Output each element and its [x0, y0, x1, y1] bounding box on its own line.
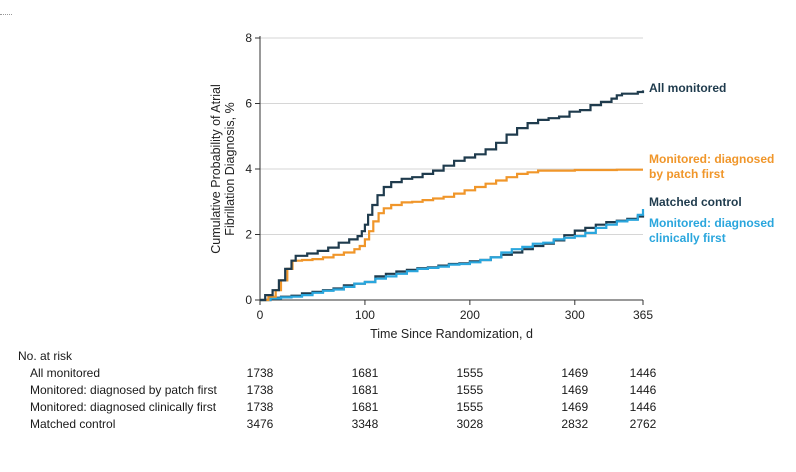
risk-row-all-monitored: All monitored 1738 1681 1555 1469 1446 [18, 365, 718, 382]
y-tick-label: 8 [245, 31, 252, 45]
risk-table-title: No. at risk [18, 349, 73, 363]
label-clinically-first-line-1: Monitored: diagnosed [649, 216, 774, 230]
x-tick-label: 300 [565, 308, 585, 322]
label-patch-first-line-1: Monitored: diagnosed [649, 152, 774, 166]
y-tick-label: 6 [245, 97, 252, 111]
km-chart: 0 2 4 6 8 0 100 200 300 365 Time Since Randomizati… [209, 31, 774, 341]
risk-value: 1681 [351, 366, 379, 380]
risk-value: 3348 [351, 417, 379, 431]
x-tick-label: 0 [257, 308, 264, 322]
risk-row-label: All monitored [30, 366, 101, 380]
risk-value: 2832 [561, 417, 589, 431]
y-tick-label: 0 [245, 293, 252, 307]
y-tick-label: 4 [245, 162, 252, 176]
series-clinically-first [260, 209, 645, 302]
risk-value: 1738 [246, 400, 274, 414]
risk-row-label: Monitored: diagnosed clinically first [30, 400, 217, 414]
risk-row-label: Matched control [30, 417, 116, 431]
risk-row-clinically-first: Monitored: diagnosed clinically first 17… [18, 399, 718, 416]
risk-value: 1738 [246, 383, 274, 397]
label-all-monitored-line-1: All monitored [649, 81, 726, 95]
label-matched-control-line-1: Matched control [649, 195, 742, 209]
risk-value: 1446 [629, 366, 657, 380]
risk-value: 1555 [456, 366, 484, 380]
risk-value: 1555 [456, 400, 484, 414]
risk-row-matched-control: Matched control 3476 3348 3028 2832 2762 [18, 416, 718, 433]
x-tick-label: 365 [633, 308, 653, 322]
risk-value: 1469 [561, 383, 589, 397]
series-matched-control [260, 214, 645, 302]
risk-value: 2762 [629, 417, 657, 431]
risk-row-label: Monitored: diagnosed by patch first [30, 383, 217, 397]
y-axis-title-line-1: Cumulative Probability of Atrial [209, 84, 223, 254]
corner-dotted-mark [0, 14, 12, 15]
risk-value: 1681 [351, 383, 379, 397]
risk-value: 1469 [561, 366, 589, 380]
risk-value: 3028 [456, 417, 484, 431]
risk-value: 1446 [629, 383, 657, 397]
risk-row-patch-first: Monitored: diagnosed by patch first 1738… [18, 382, 718, 399]
y-axis-title-line-2: Fibrillation Diagnosis, % [223, 102, 237, 235]
x-tick-label: 100 [355, 308, 375, 322]
risk-value: 1681 [351, 400, 379, 414]
risk-value: 3476 [246, 417, 274, 431]
y-tick-label: 2 [245, 228, 252, 242]
risk-value: 1555 [456, 383, 484, 397]
label-clinically-first-line-2: clinically first [649, 231, 726, 245]
series-all-monitored [260, 90, 645, 302]
series-patch-first [260, 168, 643, 302]
x-tick-label: 200 [460, 308, 480, 322]
label-patch-first-line-2: by patch first [649, 167, 724, 181]
x-axis-title: Time Since Randomization, d [370, 327, 533, 341]
risk-value: 1446 [629, 400, 657, 414]
risk-value: 1469 [561, 400, 589, 414]
risk-value: 1738 [246, 366, 274, 380]
